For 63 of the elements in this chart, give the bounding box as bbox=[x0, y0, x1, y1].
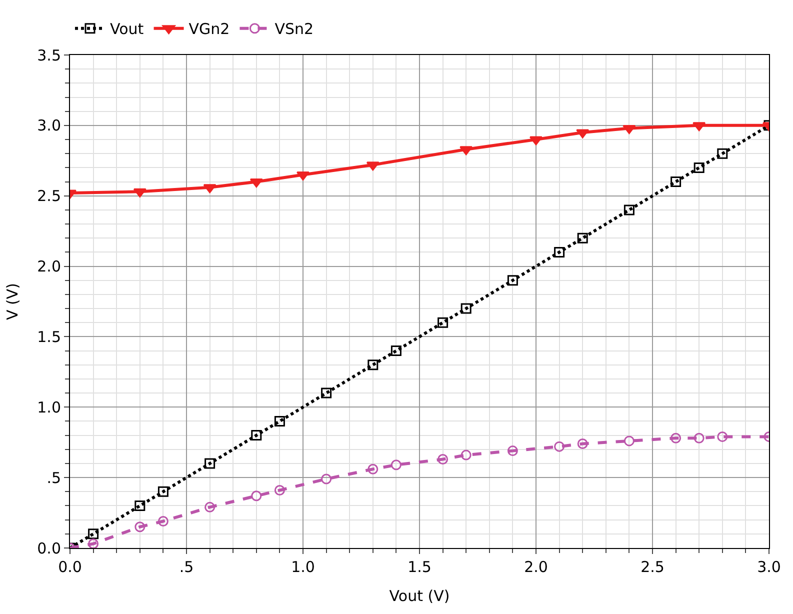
point bbox=[368, 464, 378, 474]
point bbox=[577, 232, 588, 244]
point bbox=[158, 486, 168, 497]
point bbox=[670, 432, 682, 444]
y-tick-label: 1.0 bbox=[37, 398, 61, 416]
point bbox=[577, 438, 588, 450]
x-tick-label: .5 bbox=[179, 558, 194, 576]
y-tick-label: 2.5 bbox=[37, 187, 61, 206]
point bbox=[251, 430, 262, 441]
x-tick-label: 2.0 bbox=[524, 558, 548, 576]
point bbox=[576, 129, 590, 138]
point bbox=[274, 416, 285, 426]
point bbox=[158, 516, 168, 526]
point bbox=[88, 538, 99, 548]
point bbox=[460, 146, 473, 156]
point bbox=[717, 148, 728, 159]
point bbox=[507, 446, 518, 456]
y-tick-label: .5 bbox=[46, 468, 61, 487]
x-tick-label: 0.0 bbox=[58, 558, 82, 576]
point bbox=[460, 303, 472, 314]
point bbox=[321, 388, 332, 398]
point bbox=[624, 204, 634, 216]
x-tick-label: 1.0 bbox=[291, 558, 315, 576]
point bbox=[624, 436, 634, 446]
point bbox=[88, 528, 99, 540]
point bbox=[692, 122, 706, 132]
y-axis-title: V (V) bbox=[3, 283, 22, 320]
point bbox=[390, 346, 402, 356]
point bbox=[390, 460, 402, 470]
y-tick-label: 3.0 bbox=[37, 116, 61, 135]
legend-label: VGn2 bbox=[188, 20, 230, 38]
x-axis-title: Vout (V) bbox=[389, 587, 450, 605]
y-tick-label: 3.5 bbox=[37, 46, 61, 64]
point bbox=[250, 178, 263, 188]
point bbox=[670, 176, 682, 188]
x-tick-label: 3.0 bbox=[757, 558, 781, 576]
legend-label: VSn2 bbox=[274, 20, 314, 38]
point bbox=[204, 458, 216, 469]
point bbox=[274, 485, 285, 496]
y-tick-label: 0.0 bbox=[37, 539, 61, 558]
point bbox=[438, 317, 448, 328]
point bbox=[133, 188, 146, 198]
point bbox=[134, 522, 146, 532]
point bbox=[438, 454, 448, 465]
point bbox=[204, 502, 216, 512]
legend-label: Vout bbox=[110, 20, 144, 38]
x-tick-label: 1.5 bbox=[408, 558, 432, 576]
y-tick-label: 2.0 bbox=[37, 258, 61, 276]
y-tick-label: 1.5 bbox=[37, 328, 61, 346]
x-tick-label: 2.5 bbox=[640, 558, 664, 576]
point bbox=[694, 162, 704, 173]
point bbox=[717, 431, 728, 442]
point bbox=[554, 246, 565, 258]
point bbox=[321, 474, 332, 484]
point bbox=[368, 360, 378, 370]
point bbox=[694, 432, 704, 444]
point bbox=[203, 184, 216, 194]
point bbox=[366, 162, 380, 171]
point bbox=[460, 450, 472, 460]
point bbox=[507, 275, 518, 286]
point bbox=[134, 500, 146, 511]
point bbox=[251, 490, 262, 502]
point bbox=[554, 441, 565, 452]
